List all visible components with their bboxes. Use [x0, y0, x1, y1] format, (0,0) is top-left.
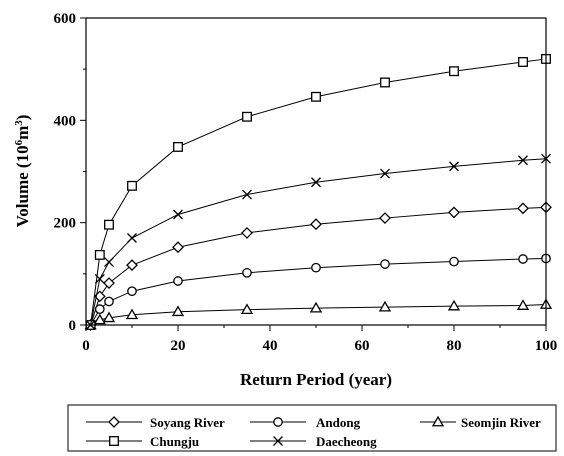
- point-chungju: [380, 77, 390, 88]
- y-axis-title-sup-3: 3: [13, 120, 25, 126]
- x-tick-label: 100: [535, 338, 558, 354]
- legend-label-seomjin-river: Seomjin River: [461, 415, 541, 430]
- point-seomjin-river: [93, 313, 106, 325]
- point-daecheong: [518, 155, 528, 166]
- point-chungju: [173, 141, 183, 152]
- point-seomjin-river: [447, 299, 461, 311]
- x-tick-label: 0: [82, 338, 90, 354]
- point-daecheong: [173, 209, 183, 220]
- legend-label-chungju: Chungju: [150, 434, 199, 449]
- point-soyang-river: [241, 226, 253, 239]
- point-seomjin-river: [171, 305, 185, 317]
- legend-marker-seomjin-river: [431, 415, 445, 427]
- legend-label-andong: Andong: [316, 415, 361, 430]
- point-soyang-river: [448, 206, 460, 219]
- point-andong: [518, 254, 528, 264]
- x-tick-label: 80: [447, 338, 462, 354]
- point-andong: [449, 256, 459, 267]
- point-chungju: [518, 57, 528, 67]
- point-seomjin-river: [125, 308, 139, 320]
- y-axis-title-close: ): [13, 115, 32, 121]
- x-axis-title: Return Period (year): [240, 370, 392, 389]
- point-chungju: [104, 219, 114, 230]
- plot-frame: [85, 17, 547, 326]
- legend-marker-andong: [273, 417, 283, 427]
- point-chungju: [242, 111, 252, 122]
- x-tick-label: 20: [171, 338, 186, 354]
- point-seomjin-river: [516, 299, 530, 310]
- point-chungju: [311, 91, 321, 102]
- point-seomjin-river: [378, 300, 392, 312]
- point-andong: [380, 259, 390, 269]
- point-soyang-river: [517, 202, 529, 215]
- point-seomjin-river: [102, 311, 116, 323]
- y-tick-label: 200: [54, 216, 77, 232]
- plot-area: [84, 53, 553, 331]
- point-andong: [242, 267, 252, 278]
- point-chungju: [449, 66, 459, 77]
- legend-label-soyang-river: Soyang River: [150, 415, 225, 430]
- y-tick-label: 400: [54, 113, 77, 129]
- point-daecheong: [104, 257, 114, 268]
- point-andong: [94, 304, 105, 314]
- point-chungju: [94, 249, 105, 260]
- point-seomjin-river: [309, 301, 323, 313]
- legend-box: [67, 404, 557, 452]
- point-daecheong: [380, 168, 390, 179]
- axes: 0 20 40 60 80 100 0 200 400 600: [54, 11, 558, 354]
- x-tick-label: 60: [355, 338, 370, 354]
- y-axis-title: Volume (106m3): [13, 115, 32, 228]
- point-chungju: [127, 180, 137, 191]
- point-daecheong: [242, 189, 252, 200]
- point-soyang-river: [103, 277, 115, 289]
- y-tick-label: 0: [69, 318, 77, 334]
- legend: Soyang River Andong Seomjin River Chungju Da…: [67, 404, 557, 452]
- legend-marker-daecheong: [273, 436, 283, 446]
- point-daecheong: [311, 177, 321, 188]
- point-daecheong: [94, 273, 105, 284]
- x-tick-label: 40: [263, 338, 278, 354]
- y-axis-title-main: Volume (10: [13, 145, 32, 227]
- point-seomjin-river: [240, 303, 254, 315]
- y-axis-title-m: m: [13, 126, 32, 140]
- point-soyang-river: [379, 212, 391, 224]
- point-soyang-river: [126, 259, 138, 272]
- legend-marker-soyang-river: [108, 416, 120, 428]
- legend-label-daecheong: Daecheong: [316, 434, 377, 449]
- point-andong: [127, 286, 137, 297]
- point-andong: [311, 262, 321, 273]
- point-daecheong: [449, 161, 459, 172]
- point-daecheong: [127, 233, 137, 243]
- point-soyang-river: [172, 241, 184, 254]
- y-axis-title-sup-6: 6: [13, 139, 25, 145]
- legend-marker-chungju: [109, 436, 119, 446]
- y-tick-label: 600: [54, 11, 77, 27]
- point-soyang-river: [310, 218, 322, 231]
- point-andong: [173, 276, 183, 286]
- point-andong: [104, 296, 114, 307]
